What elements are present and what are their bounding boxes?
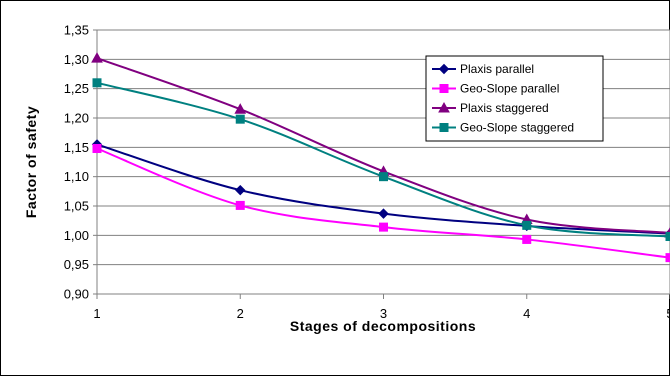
x-tick-label: 3 <box>380 306 387 321</box>
legend-label: Geo-Slope parallel <box>460 82 559 96</box>
data-point <box>665 232 670 242</box>
legend-marker <box>438 63 450 75</box>
y-tick-label: 1,25 <box>64 81 89 96</box>
data-point <box>522 220 532 230</box>
legend-marker <box>438 101 450 113</box>
legend-item: Plaxis staggered <box>432 101 549 115</box>
legend-marker <box>439 123 449 132</box>
y-tick-label: 1,05 <box>64 199 89 214</box>
series-geo-slope-parallel <box>92 144 670 263</box>
x-axis-title: Stages of decompositions <box>290 318 476 334</box>
data-point <box>235 114 245 124</box>
legend-item: Geo-Slope staggered <box>432 121 574 135</box>
data-point <box>235 200 245 210</box>
data-point <box>91 52 103 63</box>
axes: 0,90 0,95 1,00 1,05 1,10 1,15 1,20 1,25 1,30 1,35… <box>64 23 670 321</box>
y-tick-label: 0,95 <box>64 257 89 272</box>
legend-marker <box>439 84 449 93</box>
legend: Plaxis parallel Geo-Slope parallel Plaxis … <box>425 55 604 142</box>
y-tick-label: 1,20 <box>64 111 89 126</box>
legend-label: Plaxis staggered <box>460 101 549 115</box>
data-point <box>92 144 102 154</box>
legend-label: Geo-Slope staggered <box>460 121 574 135</box>
series-group <box>91 52 670 263</box>
y-tick-label: 1,00 <box>64 228 89 243</box>
x-tick-label: 1 <box>93 306 100 321</box>
data-point <box>522 234 532 244</box>
data-point <box>92 78 102 88</box>
data-point <box>379 172 388 182</box>
legend-item: Geo-Slope parallel <box>432 82 559 96</box>
data-point <box>665 253 670 263</box>
data-point <box>379 222 388 232</box>
y-tick-label: 0,90 <box>64 287 89 302</box>
data-point <box>378 208 389 219</box>
x-tick-label: 4 <box>523 306 530 321</box>
y-tick-label: 1,30 <box>64 52 89 67</box>
series-geo-slope-staggered <box>92 78 670 242</box>
y-axis-title: Factor of safety <box>23 106 39 218</box>
legend-label: Plaxis parallel <box>460 62 534 76</box>
data-point <box>235 184 246 196</box>
y-tick-label: 1,10 <box>64 169 89 184</box>
y-tick-label: 1,35 <box>64 23 89 38</box>
x-tick-label: 2 <box>237 306 244 321</box>
y-tick-label: 1,15 <box>64 140 89 155</box>
legend-item: Plaxis parallel <box>432 62 534 76</box>
data-point <box>234 103 247 114</box>
x-tick-label: 5 <box>666 306 670 321</box>
